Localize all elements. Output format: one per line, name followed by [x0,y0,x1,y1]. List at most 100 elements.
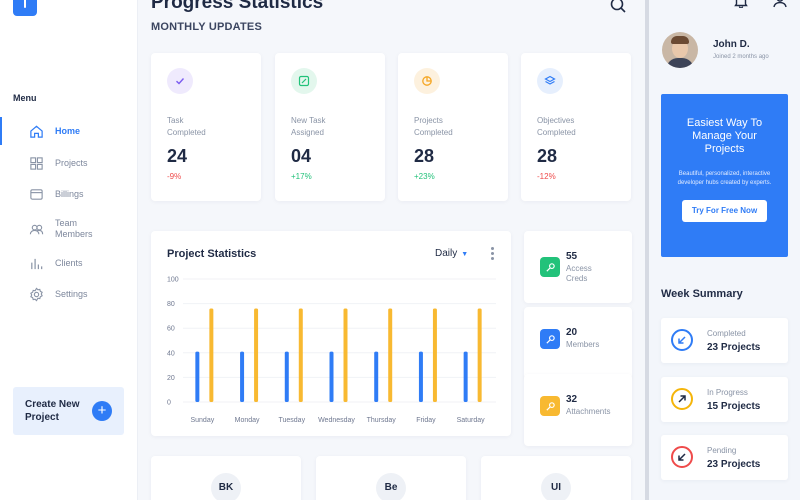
y-tick-label: 60 [167,326,175,333]
week-label: In Progress [707,388,748,397]
plus-icon: + [92,401,112,421]
create-new-project-label: Create New Project [25,399,80,423]
bar[interactable] [418,351,423,402]
week-value: 23 Projects [707,342,761,353]
sidebar-item-label: Clients [55,257,83,268]
grid-icon [28,155,44,171]
y-tick-label: 40 [167,350,175,357]
bar[interactable] [463,351,468,402]
team-card[interactable]: Be [316,456,466,500]
bell-icon[interactable] [733,0,749,8]
week-card-completed: Completed 23 Projects [661,318,788,363]
period-label: Daily [435,248,458,259]
stat-card-task-completed: Task Completed 24 -9% [151,53,261,201]
stat-value: 24 [167,146,188,166]
x-tick-label: Wednesday [318,417,355,424]
mini-value: 20 [566,327,578,338]
menu-title: Menu [13,93,37,103]
week-card-pending: Pending 23 Projects [661,435,788,480]
arrow-down-left-icon [671,329,693,351]
bar[interactable] [329,351,334,402]
stat-value: 28 [537,146,558,166]
y-tick-label: 80 [167,301,175,308]
bar[interactable] [477,308,482,402]
week-value: 15 Projects [707,401,761,412]
week-label: Completed [707,329,746,338]
stat-change: +23% [414,172,435,181]
week-card-in-progress: In Progress 15 Projects [661,377,788,422]
period-dropdown[interactable]: Daily ▼ [435,248,468,259]
stat-value: 28 [414,146,435,166]
arrow-down-left-icon [671,446,693,468]
app-logo[interactable] [13,0,37,16]
team-card[interactable]: BK [151,456,301,500]
mini-card-access-creds: 55 Access Creds [524,231,632,303]
sidebar-item-label: Billings [55,188,84,199]
bar[interactable] [388,308,393,402]
sidebar-item-projects[interactable]: Projects [0,149,137,177]
bar[interactable] [284,351,289,402]
y-tick-label: 0 [167,400,171,407]
chart-title: Project Statistics [167,248,257,260]
project-statistics-card: Project Statistics Daily ▼ 0 20 40 60 80 100 Su… [151,231,511,436]
stat-label: Objectives Completed [537,116,576,137]
avatar[interactable] [662,32,698,68]
create-new-project-button[interactable]: Create New Project + [13,387,124,435]
arrow-up-right-icon [671,388,693,410]
search-icon[interactable] [609,0,627,14]
user-joined: Joined 2 months ago [713,54,769,60]
x-tick-label: Thursday [367,417,397,424]
bar-chart: 0 20 40 60 80 100 Sunday Monday Tuesday Wednesday… [167,277,496,424]
sidebar-item-label: Team Members [55,218,93,239]
stat-change: -12% [537,172,556,181]
scrollbar[interactable] [645,0,649,500]
bar[interactable] [343,308,348,402]
bar[interactable] [298,308,303,402]
team-card[interactable]: UI [481,456,631,500]
promo-card: Easiest Way To Manage Your Projects Beau… [661,94,788,257]
sidebar-item-settings[interactable]: Settings [0,280,137,308]
pie-icon [414,68,440,94]
x-tick-label: Monday [235,417,260,424]
team-badge: UI [541,473,571,500]
sidebar-item-label: Home [55,125,81,136]
user-icon[interactable] [772,0,788,8]
mini-value: 32 [566,394,578,405]
team-badge: Be [376,473,406,500]
try-free-button[interactable]: Try For Free Now [682,200,767,222]
mini-card-attachments: 32 Attachments [524,374,632,446]
mini-value: 55 [566,251,578,262]
stat-card-objectives-completed: Objectives Completed 28 -12% [521,53,631,201]
stat-label: Projects Completed [414,116,453,137]
x-tick-label: Tuesday [278,417,305,424]
team-badge: BK [211,473,241,500]
bar[interactable] [432,308,437,402]
x-tick-label: Saturday [457,417,486,424]
sidebar-item-clients[interactable]: Clients [0,249,137,277]
bar[interactable] [195,351,200,402]
user-name: John D. [713,39,750,50]
sidebar-item-home[interactable]: Home [0,117,137,145]
sidebar: Menu Home Projects Billings Team Members… [0,0,138,500]
home-icon [28,123,44,139]
sidebar-item-team-members[interactable]: Team Members [0,215,137,243]
y-tick-label: 20 [167,375,175,382]
gear-icon [28,286,44,302]
more-vertical-icon[interactable] [489,247,495,261]
bar[interactable] [209,308,214,402]
stat-change: +17% [291,172,312,181]
wallet-icon [28,186,44,202]
stat-change: -9% [167,172,182,181]
bar[interactable] [374,351,379,402]
week-summary-title: Week Summary [661,288,743,300]
bar[interactable] [240,351,245,402]
caret-down-icon: ▼ [461,251,469,258]
key-icon [540,396,560,416]
stat-label: New Task Assigned [291,116,326,137]
check-icon [167,68,193,94]
stat-value: 04 [291,146,312,166]
edit-icon [291,68,317,94]
bar[interactable] [254,308,259,402]
sidebar-item-billings[interactable]: Billings [0,180,137,208]
users-icon [28,221,44,237]
